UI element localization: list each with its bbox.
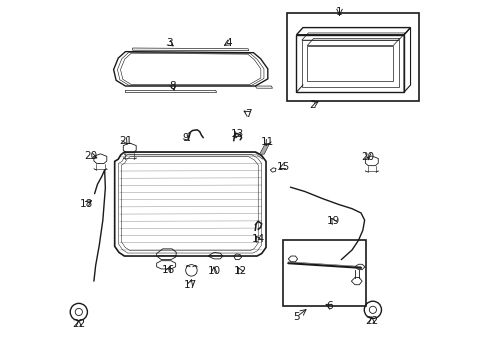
Text: 4: 4 [224, 38, 231, 48]
Text: 15: 15 [276, 162, 289, 172]
Bar [286, 13, 418, 101]
Text: 13: 13 [230, 129, 244, 139]
Text: 11: 11 [261, 138, 274, 147]
Text: 12: 12 [233, 266, 246, 276]
Text: 22: 22 [365, 316, 378, 325]
Bar [283, 240, 366, 306]
Text: 20: 20 [84, 150, 98, 161]
Text: 3: 3 [165, 38, 172, 48]
Text: 9: 9 [183, 133, 189, 143]
Polygon shape [259, 143, 269, 154]
Text: 5: 5 [293, 312, 299, 322]
Text: 17: 17 [183, 280, 196, 290]
Text: 21: 21 [119, 136, 132, 146]
Text: 18: 18 [79, 199, 92, 210]
Text: 16: 16 [162, 265, 175, 275]
Text: 7: 7 [244, 109, 251, 119]
Text: 2: 2 [309, 100, 315, 110]
Text: 1: 1 [336, 7, 342, 17]
Text: 6: 6 [326, 301, 332, 311]
Text: 8: 8 [169, 81, 176, 91]
Text: 20: 20 [361, 152, 374, 162]
Text: 14: 14 [251, 234, 264, 244]
Text: 22: 22 [72, 319, 85, 329]
Text: 10: 10 [207, 266, 220, 276]
Text: 19: 19 [326, 216, 339, 226]
